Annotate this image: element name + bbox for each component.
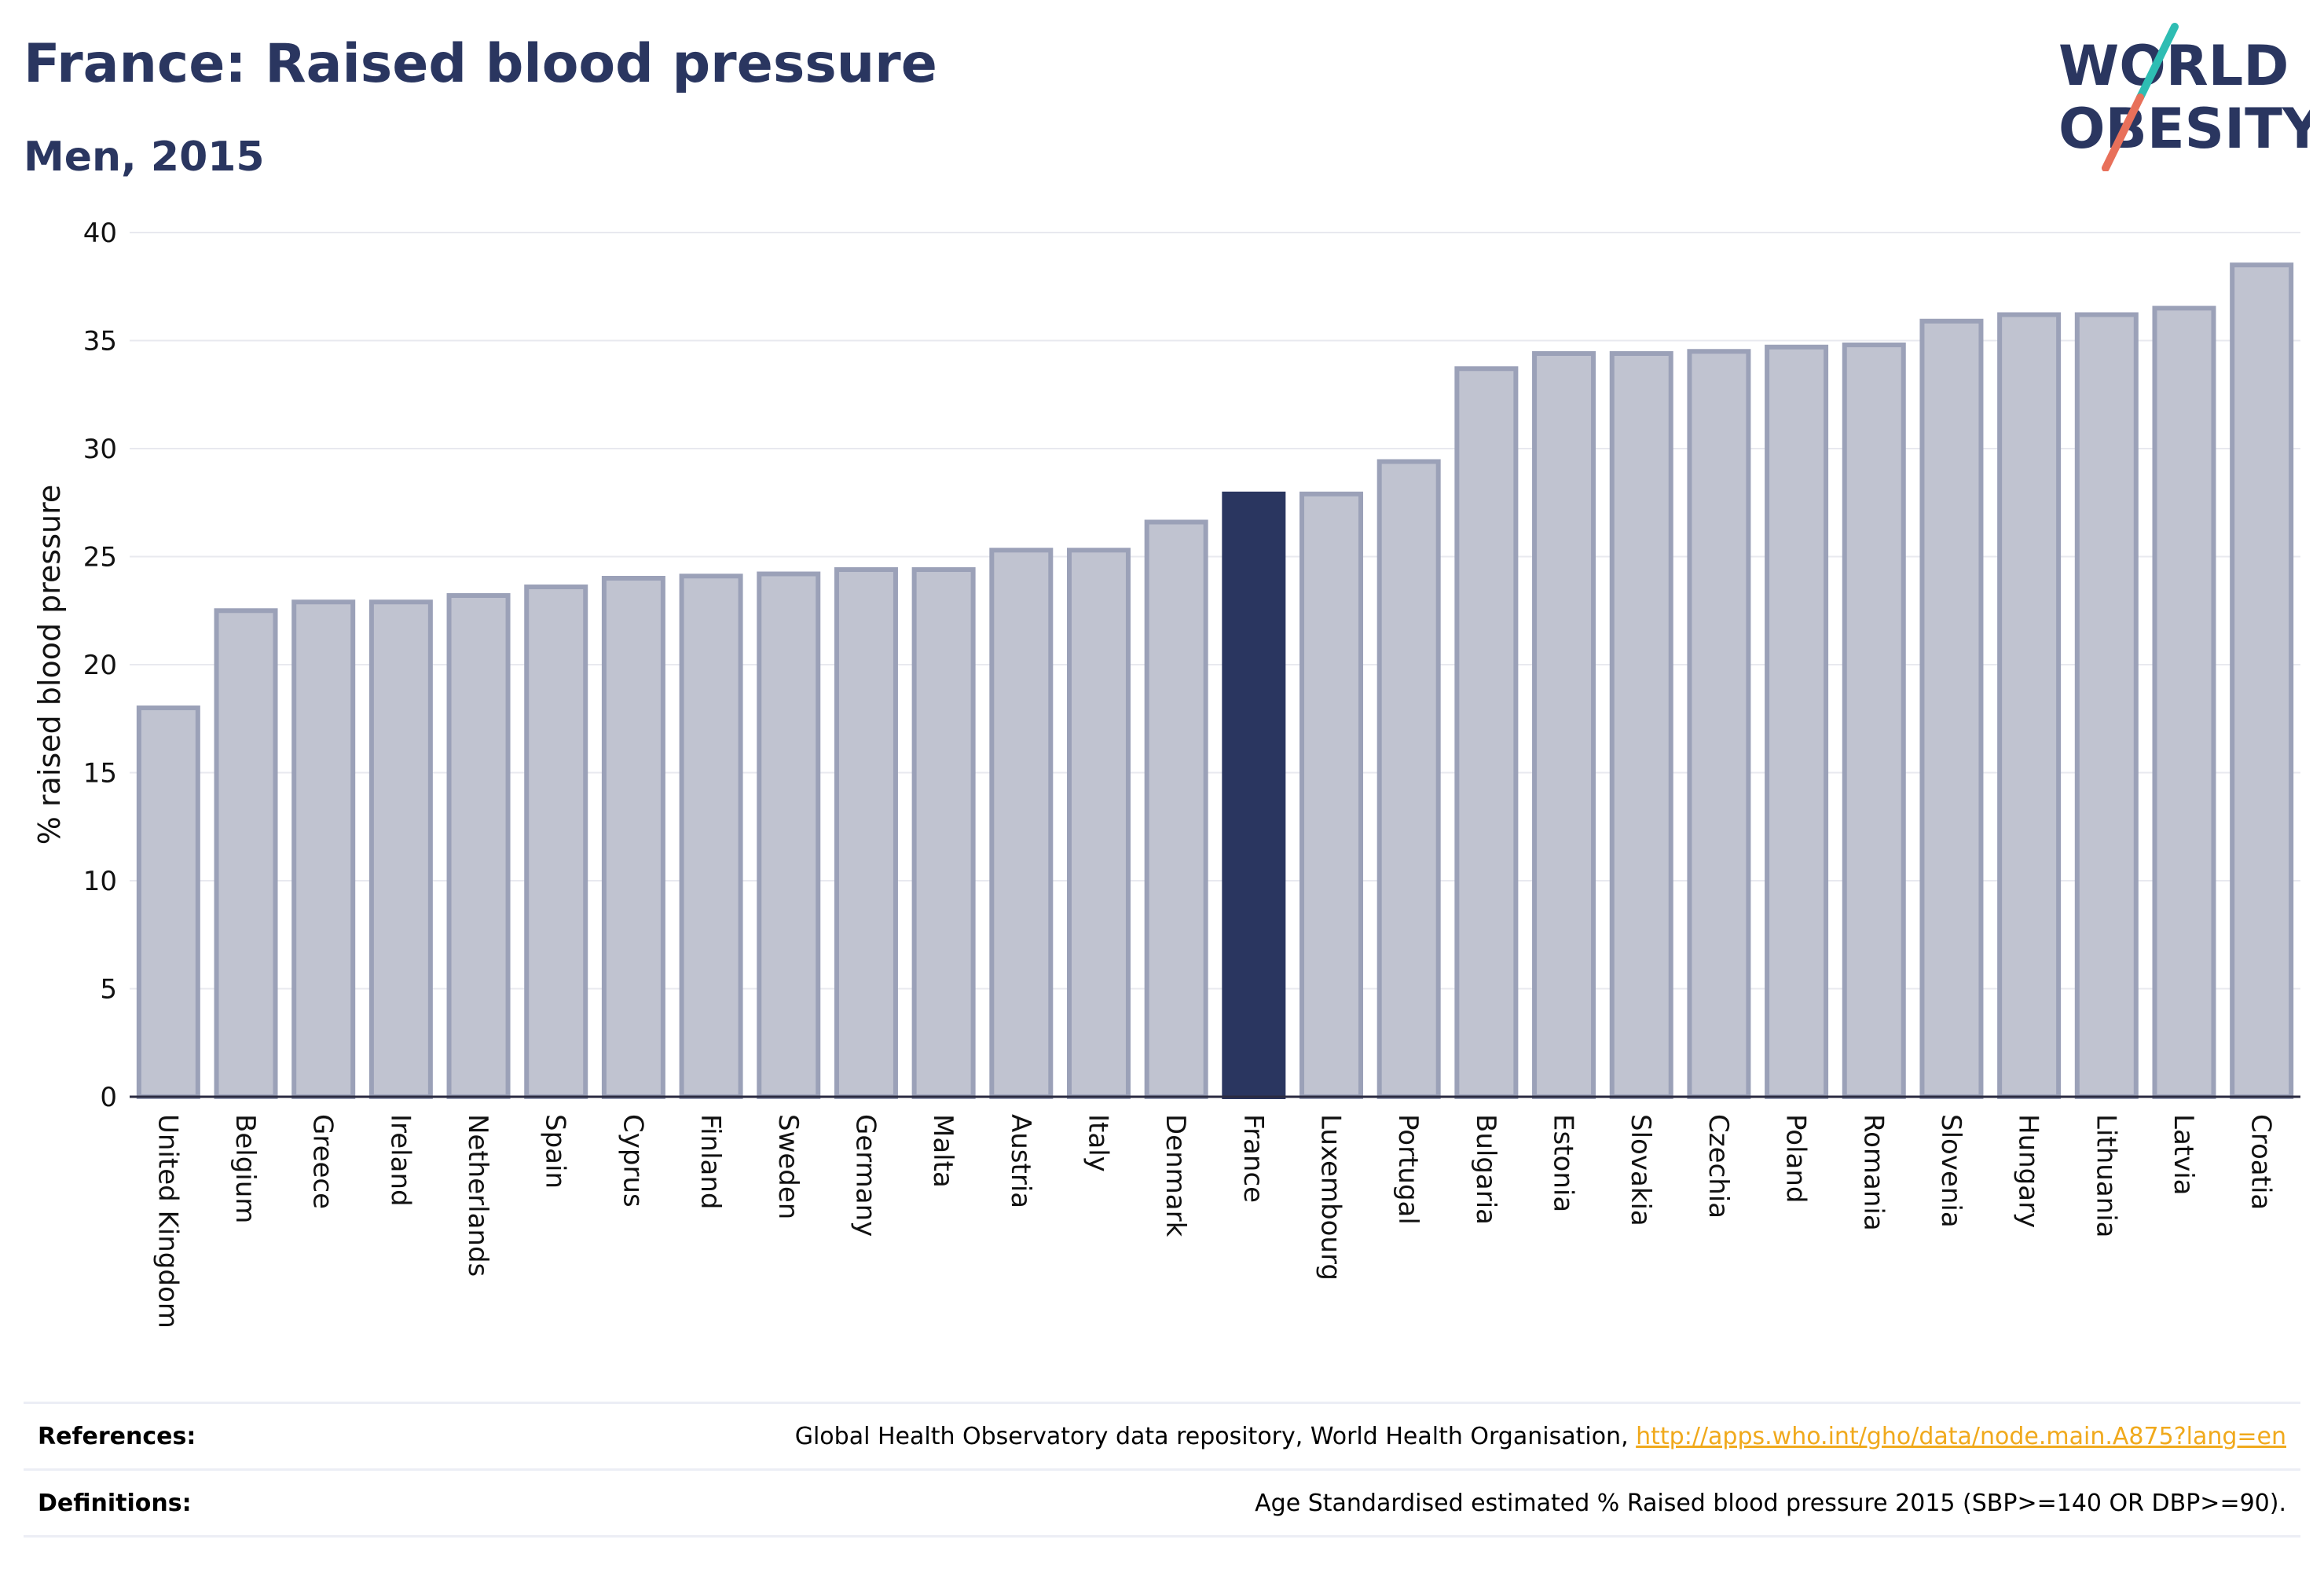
logo-slash-teal: [2136, 23, 2179, 101]
definitions-label: Definitions:: [38, 1489, 192, 1517]
bar-latvia: [2152, 306, 2216, 1099]
bar-sweden: [757, 571, 821, 1099]
chart-subtitle: Men, 2015: [24, 134, 265, 181]
bar-slovakia: [1609, 351, 1673, 1099]
y-tick-label: 5: [100, 974, 117, 1006]
references-value: Global Health Observatory data repositor…: [795, 1423, 2300, 1450]
x-tick-label: Hungary: [2013, 1114, 2044, 1228]
bar-luxembourg: [1299, 491, 1364, 1099]
x-tick-label: Slovenia: [1935, 1114, 1967, 1228]
x-tick-label: Finland: [695, 1114, 726, 1210]
bar-denmark: [1144, 519, 1208, 1099]
bar-cyprus: [601, 576, 665, 1099]
references-link[interactable]: http://apps.who.int/gho/data/node.main.A…: [1636, 1422, 2286, 1450]
x-tick-label: Poland: [1780, 1114, 1812, 1204]
x-tick-label: Italy: [1082, 1114, 1113, 1172]
bar-netherlands: [446, 593, 511, 1099]
bar-romania: [1842, 343, 1906, 1099]
x-tick-label: Portugal: [1392, 1114, 1424, 1225]
x-tick-label: Luxembourg: [1315, 1114, 1347, 1281]
chart-title: France: Raised blood pressure: [24, 33, 937, 95]
footer: References: Global Health Observatory da…: [24, 1402, 2300, 1538]
y-tick-label: 20: [83, 650, 117, 681]
bar-slovenia: [1919, 318, 1984, 1099]
bar-united-kingdom: [136, 706, 200, 1099]
bar-germany: [834, 567, 898, 1099]
y-tick-label: 40: [83, 218, 117, 249]
x-tick-label: France: [1237, 1114, 1269, 1203]
y-axis-label: % raised blood pressure: [32, 485, 67, 845]
bar-lithuania: [2074, 312, 2139, 1099]
definitions-value: Age Standardised estimated % Raised bloo…: [1255, 1489, 2286, 1517]
bar-france: [1222, 491, 1286, 1099]
bar-malta: [911, 567, 976, 1099]
x-tick-label: Malta: [927, 1114, 959, 1188]
x-axis-labels: United Kingdom Belgium Greece Ireland Nether…: [152, 1114, 2276, 1329]
y-tick-label: 15: [83, 758, 117, 790]
bar-poland: [1765, 344, 1829, 1099]
x-tick-label: Lithuania: [2090, 1114, 2121, 1237]
x-tick-label: United Kingdom: [152, 1114, 183, 1329]
references-text: Global Health Observatory data repositor…: [794, 1422, 1637, 1450]
bars: [136, 262, 2294, 1099]
bar-spain: [524, 585, 588, 1099]
references-row: References: Global Health Observatory da…: [24, 1402, 2300, 1468]
bar-greece: [291, 599, 356, 1099]
world-obesity-logo: WORLD OBESITY: [2058, 23, 2310, 171]
bar-portugal: [1376, 459, 1441, 1099]
bar-austria: [989, 548, 1054, 1099]
bar-italy: [1066, 548, 1131, 1099]
x-tick-label: Romania: [1857, 1114, 1889, 1231]
logo-slash-red: [2102, 93, 2144, 171]
y-tick-label: 30: [83, 434, 117, 465]
x-tick-label: Estonia: [1548, 1114, 1579, 1212]
bar-croatia: [2230, 262, 2294, 1099]
bar-bulgaria: [1454, 366, 1519, 1099]
x-tick-label: Sweden: [772, 1114, 804, 1219]
references-label: References:: [38, 1422, 196, 1450]
x-tick-label: Latvia: [2168, 1114, 2199, 1196]
x-tick-label: Ireland: [384, 1114, 416, 1207]
x-tick-label: Netherlands: [462, 1114, 493, 1277]
bar-hungary: [1997, 312, 2062, 1099]
x-tick-label: Greece: [307, 1114, 339, 1209]
bar-chart: 0 5 10 15 20 25 30 35 40 United Kingdom Belgium Gr…: [32, 218, 2300, 1329]
y-axis-ticks: 0 5 10 15 20 25 30 35 40: [83, 218, 117, 1113]
bar-czechia: [1687, 349, 1751, 1099]
y-tick-label: 0: [100, 1082, 117, 1113]
logo-text-world: WORLD: [2058, 34, 2289, 98]
x-tick-label: Denmark: [1160, 1114, 1191, 1237]
y-tick-label: 35: [83, 326, 117, 357]
y-tick-label: 10: [83, 866, 117, 897]
bar-belgium: [214, 608, 278, 1099]
logo-text-obesity: OBESITY: [2058, 97, 2310, 161]
x-tick-label: Slovakia: [1625, 1114, 1656, 1226]
x-tick-label: Belgium: [229, 1114, 261, 1223]
x-tick-label: Germany: [849, 1114, 881, 1237]
x-tick-label: Croatia: [2245, 1114, 2277, 1210]
x-tick-label: Austria: [1005, 1114, 1036, 1208]
x-tick-label: Bulgaria: [1470, 1114, 1501, 1225]
x-tick-label: Spain: [540, 1114, 571, 1189]
definitions-row: Definitions: Age Standardised estimated …: [24, 1468, 2300, 1538]
bar-ireland: [368, 599, 433, 1099]
x-tick-label: Czechia: [1703, 1114, 1734, 1219]
bar-finland: [679, 574, 743, 1099]
y-tick-label: 25: [83, 542, 117, 574]
bar-estonia: [1532, 351, 1596, 1099]
x-tick-label: Cyprus: [617, 1114, 648, 1208]
